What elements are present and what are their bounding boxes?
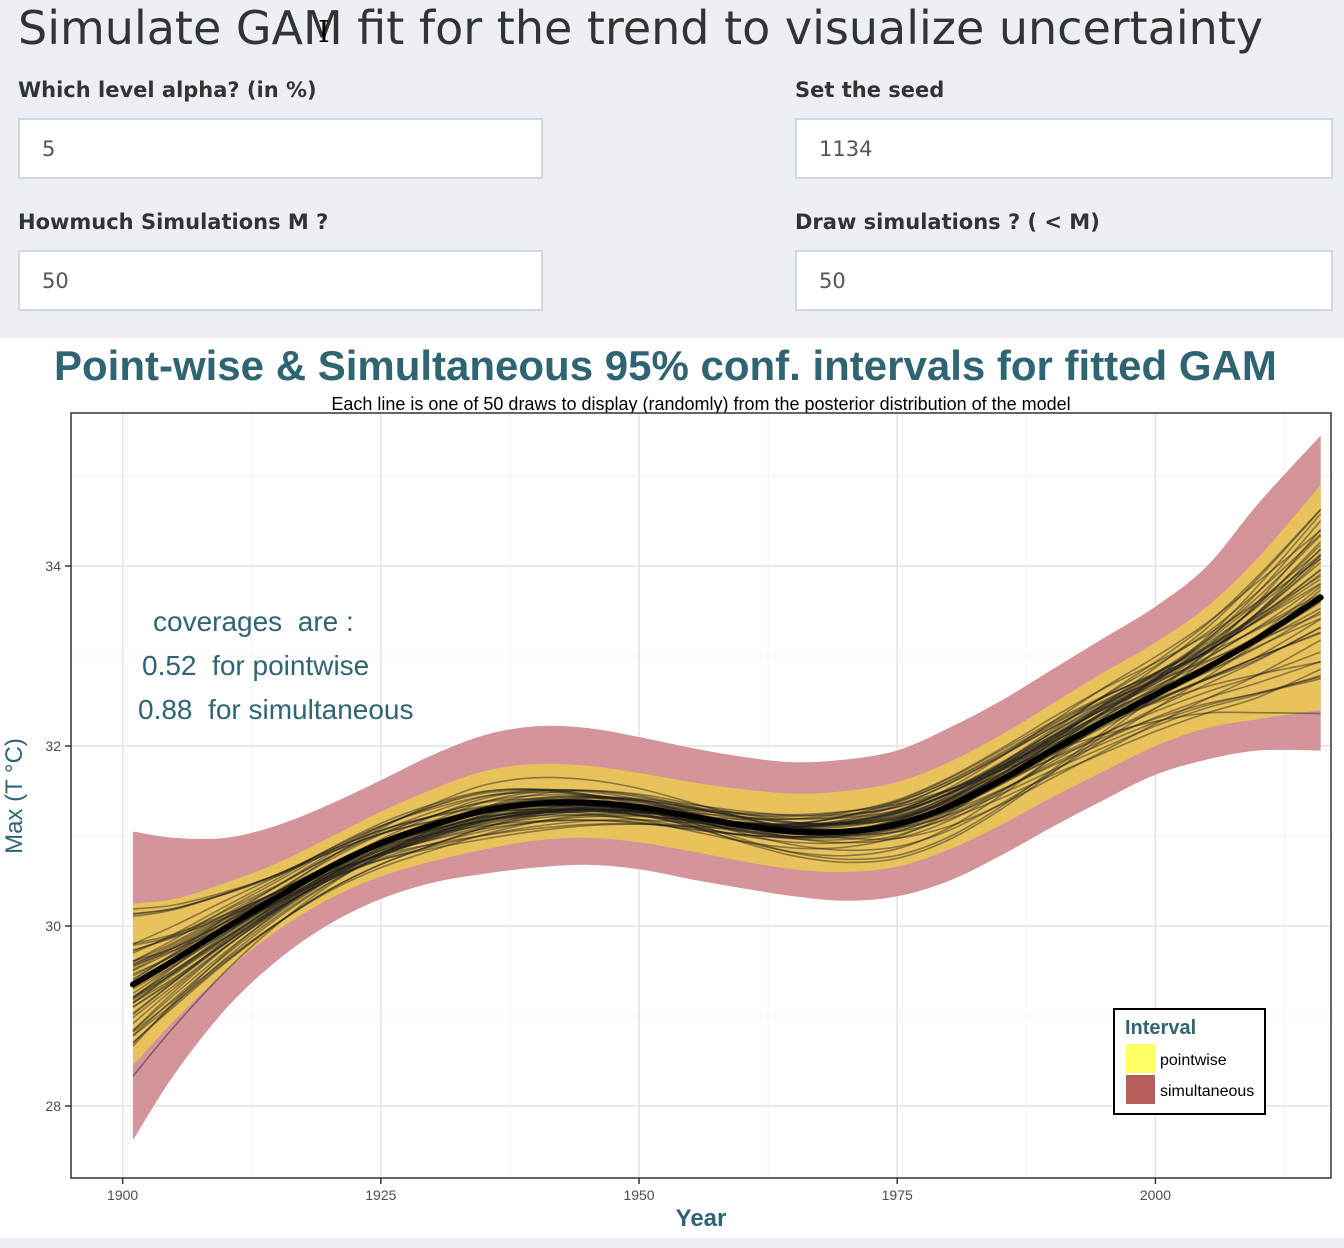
y-tick-label: 32 xyxy=(45,738,61,754)
legend-label-pointwise: pointwise xyxy=(1160,1052,1227,1069)
posterior-draw-line xyxy=(132,544,1322,1077)
fit-layer xyxy=(129,594,1324,988)
legend-title: Interval xyxy=(1125,1017,1196,1039)
y-tick-label: 34 xyxy=(45,558,61,574)
y-tick-label: 28 xyxy=(45,1098,61,1114)
legend-swatch-simultaneous xyxy=(1126,1075,1155,1104)
band-layer xyxy=(132,435,1321,1141)
x-tick-label: 2000 xyxy=(1140,1187,1171,1203)
posterior-draw-line xyxy=(132,548,1322,954)
plot-panel: Point-wise & Simultaneous 95% conf. inte… xyxy=(0,338,1344,1238)
text-cursor-icon: I xyxy=(318,15,330,50)
posterior-draw-line xyxy=(132,589,1322,963)
seed-input[interactable] xyxy=(795,118,1333,179)
legend-label-simultaneous: simultaneous xyxy=(1160,1083,1254,1100)
x-tick-label: 1975 xyxy=(882,1187,913,1203)
legend: Interval pointwise simultaneous xyxy=(1113,1008,1266,1115)
alpha-input[interactable] xyxy=(18,118,543,179)
posterior-draw-line xyxy=(132,601,1322,1032)
chart-title: Point-wise & Simultaneous 95% conf. inte… xyxy=(54,342,1277,389)
y-axis: 28 30 32 34 xyxy=(45,558,71,1114)
coverage-annotation: coverages are : 0.52 for pointwise 0.88 … xyxy=(138,606,414,725)
plot-border xyxy=(70,412,1332,1179)
posterior-draw-line xyxy=(132,639,1322,999)
pointwise-band xyxy=(132,485,1321,1066)
simulations-input[interactable] xyxy=(18,250,543,311)
x-tick-label: 1900 xyxy=(107,1187,138,1203)
posterior-draw-line xyxy=(132,528,1322,982)
posterior-draw-line xyxy=(132,596,1322,967)
annotation-line-1: coverages are : xyxy=(153,606,354,637)
x-axis-label: Year xyxy=(676,1205,727,1232)
draw-label: Draw simulations ? ( < M) xyxy=(795,210,1100,234)
y-axis-label: Max (T °C) xyxy=(1,738,28,854)
gam-chart: Point-wise & Simultaneous 95% conf. inte… xyxy=(1,342,1332,1232)
draw-input[interactable] xyxy=(795,250,1333,311)
posterior-draw-line xyxy=(132,676,1321,952)
posterior-draw-line xyxy=(132,626,1322,918)
posterior-draw-line xyxy=(132,599,1322,1044)
posterior-draw-line xyxy=(132,678,1321,910)
annotation-line-3: 0.88 for simultaneous xyxy=(138,694,414,725)
alpha-label: Which level alpha? (in %) xyxy=(18,78,317,102)
legend-swatch-pointwise xyxy=(1126,1044,1155,1073)
posterior-draw-line xyxy=(132,617,1321,1008)
page-title: Simulate GAM fit for the trend to visual… xyxy=(18,1,1264,55)
posterior-draw-line xyxy=(132,674,1321,963)
x-axis: 1900 1925 1950 1975 2000 xyxy=(107,1178,1171,1203)
annotation-line-2: 0.52 for pointwise xyxy=(142,650,369,681)
y-tick-label: 30 xyxy=(45,918,61,934)
fitted-line xyxy=(129,594,1324,988)
posterior-draw-line xyxy=(132,578,1322,975)
x-tick-label: 1925 xyxy=(365,1187,396,1203)
posterior-draw-line xyxy=(132,533,1322,984)
posterior-draw-line xyxy=(132,575,1322,1044)
plot-area xyxy=(70,412,1332,1179)
posterior-draw-line xyxy=(132,613,1321,947)
seed-label: Set the seed xyxy=(795,78,945,102)
posterior-draw-line xyxy=(132,513,1322,980)
chart-subtitle: Each line is one of 50 draws to display … xyxy=(331,394,1070,414)
posterior-draw-line xyxy=(132,558,1322,1033)
posterior-draw-line xyxy=(132,660,1321,916)
simulations-label: Howmuch Simulations M ? xyxy=(18,210,329,234)
posterior-draw-line xyxy=(132,651,1321,915)
x-tick-label: 1950 xyxy=(623,1187,654,1203)
